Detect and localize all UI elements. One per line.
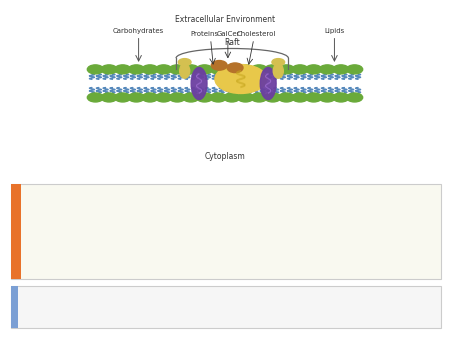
Ellipse shape [273, 64, 284, 78]
Circle shape [251, 65, 267, 74]
Circle shape [178, 58, 191, 66]
Circle shape [142, 65, 158, 74]
Text: Proteins: Proteins [191, 31, 219, 37]
Circle shape [210, 93, 226, 102]
Circle shape [101, 93, 117, 102]
Circle shape [319, 93, 335, 102]
Circle shape [346, 65, 363, 74]
Circle shape [183, 65, 199, 74]
Text: Cytoplasm: Cytoplasm [205, 152, 245, 161]
Circle shape [183, 93, 199, 102]
Circle shape [87, 93, 104, 102]
Circle shape [101, 65, 117, 74]
Circle shape [292, 93, 308, 102]
Circle shape [215, 65, 267, 93]
Circle shape [279, 93, 294, 102]
Text: Lesson 3 – Carbohydrates and Lipids (: Lesson 3 – Carbohydrates and Lipids ( [25, 300, 263, 313]
Circle shape [115, 93, 131, 102]
Circle shape [142, 93, 158, 102]
Text: Cholesterol: Cholesterol [237, 31, 276, 37]
Circle shape [115, 65, 131, 74]
Circle shape [346, 93, 363, 102]
Circle shape [265, 93, 281, 102]
Circle shape [156, 93, 171, 102]
Text: Extracellular Environment: Extracellular Environment [175, 15, 275, 24]
Circle shape [128, 65, 144, 74]
Circle shape [292, 65, 308, 74]
Circle shape [197, 65, 212, 74]
Circle shape [306, 65, 322, 74]
Circle shape [128, 93, 144, 102]
Circle shape [279, 65, 294, 74]
Circle shape [251, 93, 267, 102]
Ellipse shape [260, 68, 276, 100]
Text: Carbohydrates: Carbohydrates [113, 28, 164, 34]
Text: Lipids: Lipids [324, 28, 345, 34]
Text: Inquiry into Life pg. 31-36: Inquiry into Life pg. 31-36 [263, 300, 425, 313]
Circle shape [238, 93, 253, 102]
Text: Cell Compounds and Biological Molecules: Cell Compounds and Biological Molecules [64, 236, 439, 254]
Ellipse shape [227, 63, 243, 73]
Circle shape [197, 93, 212, 102]
Circle shape [306, 93, 322, 102]
Circle shape [224, 65, 240, 74]
Circle shape [87, 65, 104, 74]
Circle shape [333, 93, 349, 102]
Circle shape [265, 65, 281, 74]
Text: GalCer: GalCer [216, 31, 240, 37]
Text: Raft: Raft [224, 38, 240, 47]
Circle shape [272, 58, 284, 66]
Circle shape [156, 65, 171, 74]
Circle shape [333, 65, 349, 74]
Circle shape [169, 65, 185, 74]
Ellipse shape [191, 68, 207, 100]
Circle shape [169, 93, 185, 102]
Text: Cell Biology:: Cell Biology: [294, 197, 439, 222]
Circle shape [238, 65, 253, 74]
Ellipse shape [212, 61, 227, 70]
Text: ): ) [425, 300, 430, 313]
Ellipse shape [180, 64, 190, 78]
Circle shape [224, 93, 240, 102]
Circle shape [319, 65, 335, 74]
Circle shape [210, 65, 226, 74]
